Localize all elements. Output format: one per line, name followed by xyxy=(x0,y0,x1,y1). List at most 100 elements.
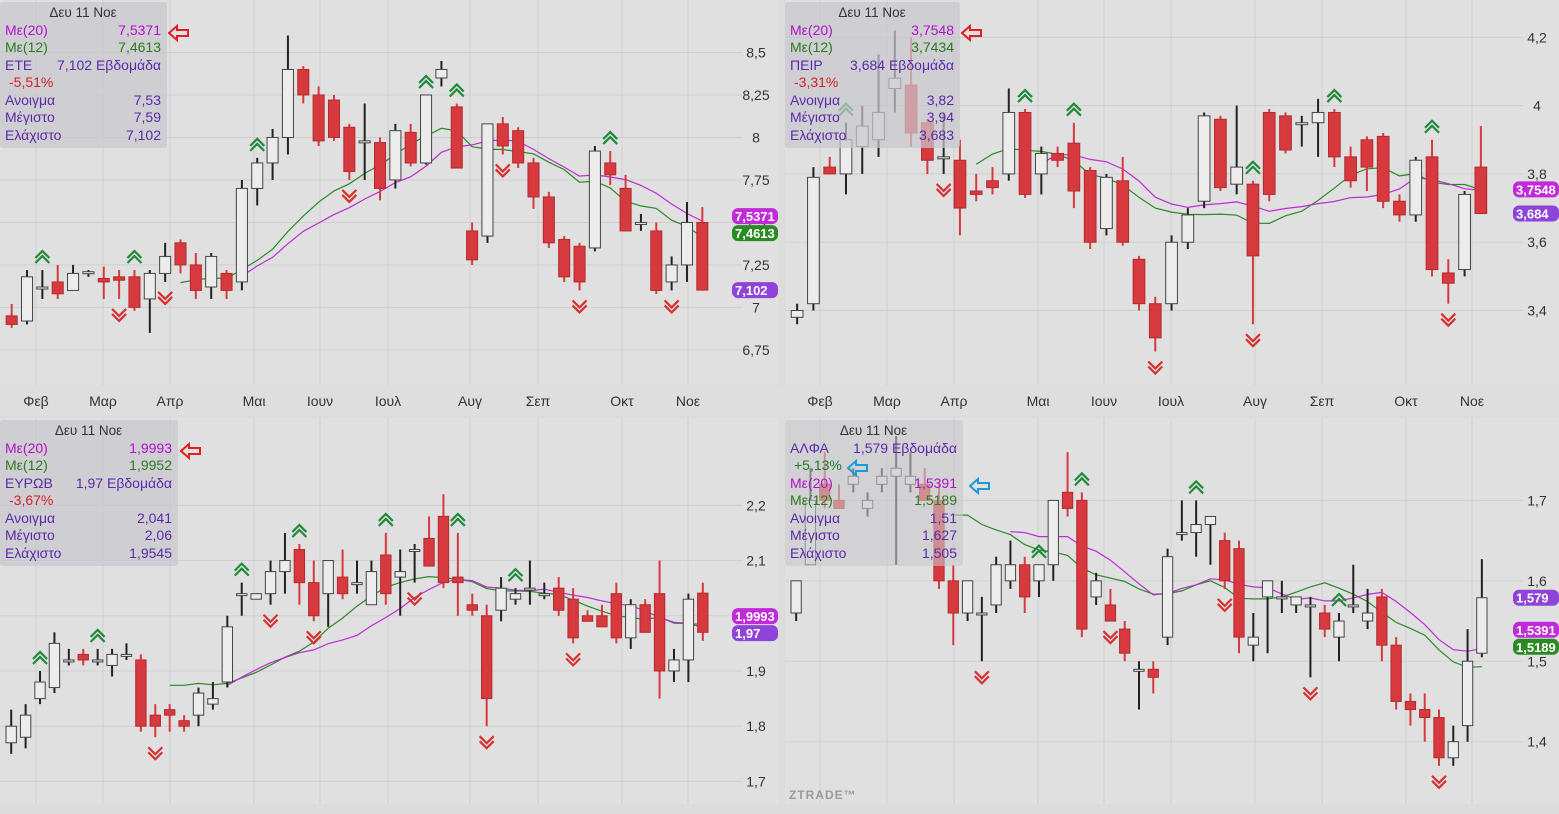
candle xyxy=(1441,259,1455,304)
signal-up-icon xyxy=(249,137,266,152)
candle-body xyxy=(466,230,479,261)
price-tag-bg xyxy=(1513,638,1559,655)
candle-body xyxy=(77,653,89,661)
candle xyxy=(961,580,974,622)
candle-body xyxy=(404,131,417,164)
x-tick-label: Απρ xyxy=(940,393,968,409)
signal-up-icon xyxy=(1424,119,1440,134)
candle xyxy=(1051,146,1064,168)
candle-body xyxy=(135,659,147,727)
info-date: Δευ 11 Νοε xyxy=(839,423,908,438)
candle-body xyxy=(961,580,974,614)
price-tag-label: 1,97 xyxy=(735,626,760,641)
candle xyxy=(1347,564,1359,613)
candle-body xyxy=(542,196,555,244)
candle xyxy=(610,582,623,644)
y-tick-label: 7,25 xyxy=(742,257,769,273)
high-value: 3,94 xyxy=(926,109,954,125)
signal-down-icon xyxy=(111,308,127,323)
low-value: 1,505 xyxy=(921,544,957,561)
open-label: Ανοιγμα xyxy=(5,509,56,526)
signal-up-icon xyxy=(1245,160,1261,175)
y-tick-label: 6,75 xyxy=(742,342,769,358)
candle xyxy=(205,253,218,299)
x-tick-label: Αυγ xyxy=(458,393,482,409)
chart-panel-peir[interactable]: 4,2 4 3,8 3,6 3,4 3,7548 3,684 Δευ 11 Νοε Με(2… xyxy=(785,0,1559,385)
candle xyxy=(696,207,709,291)
ma12-label: Με(12) xyxy=(790,39,833,55)
y-tick-label: 1,5 xyxy=(1527,653,1547,669)
candle xyxy=(281,35,294,155)
candle xyxy=(279,532,291,594)
candle xyxy=(1083,167,1097,250)
chart-panel-ete[interactable]: 8,58,2587,757,57,2576,757,53717,46137,10… xyxy=(0,0,778,385)
candle xyxy=(542,191,555,248)
price-value: 7,102 Εβδομάδα xyxy=(57,56,161,73)
price-tag-bg xyxy=(1513,205,1559,222)
x-tick-label: Ιουν xyxy=(306,393,334,409)
candle xyxy=(251,157,264,206)
candle-body xyxy=(990,564,1002,606)
candle xyxy=(1419,693,1431,742)
y-tick-label: 3,6 xyxy=(1527,234,1547,250)
candle-body xyxy=(976,612,988,616)
candle-body xyxy=(373,142,387,189)
ma12-value: 1,5189 xyxy=(914,492,957,508)
x-tick-label: Σεπ xyxy=(525,393,551,409)
candle-body xyxy=(596,615,608,628)
ma20-label: Με(20) xyxy=(790,21,833,38)
ma20-value: 1,9993 xyxy=(129,439,172,456)
candle xyxy=(297,66,310,104)
candle-body xyxy=(113,276,126,281)
chart-panel-alfa[interactable]: 1,7 1,6 1,5 1,4 1,579 1,5391 1,5189 Δευ 11 Νοε… xyxy=(785,418,1559,804)
signal-down-icon xyxy=(157,291,173,306)
candle xyxy=(496,117,509,155)
candle-body xyxy=(1376,135,1390,202)
price-tag-label: 7,4613 xyxy=(735,226,775,241)
signal-up-icon xyxy=(34,249,51,264)
ma12-label: Με(12) xyxy=(5,457,48,473)
candle-body xyxy=(653,593,666,672)
candle xyxy=(823,156,837,175)
candle-body xyxy=(1051,152,1064,161)
candle xyxy=(1233,540,1245,654)
candle xyxy=(77,648,89,666)
candle xyxy=(5,304,18,328)
candle-body xyxy=(1133,668,1145,672)
candle xyxy=(435,60,448,87)
candle xyxy=(236,582,248,616)
candle-body xyxy=(953,159,967,209)
candle-body xyxy=(1441,272,1455,284)
candle xyxy=(1116,156,1130,246)
candle xyxy=(1327,109,1341,168)
candle xyxy=(790,580,802,622)
candle xyxy=(588,145,601,252)
x-tick-label: Οκτ xyxy=(1394,393,1418,409)
y-tick-label: 7,75 xyxy=(742,172,769,188)
candle-body xyxy=(1409,159,1423,216)
candle xyxy=(322,560,334,627)
candle xyxy=(1262,109,1276,202)
price-value: 1,579 Εβδομάδα xyxy=(853,439,957,456)
low-value: 1,9545 xyxy=(129,544,172,561)
candle-body xyxy=(634,221,647,225)
candle xyxy=(327,94,341,141)
change-value: -3,67% xyxy=(9,492,54,508)
candle xyxy=(250,593,262,600)
candle xyxy=(1311,98,1325,157)
candle-body xyxy=(308,582,320,617)
low-label: Ελάχιστο xyxy=(790,544,847,561)
price-tag: 1,97 xyxy=(732,625,778,642)
candle xyxy=(1197,112,1211,209)
candle xyxy=(1104,588,1117,622)
red-arrow-left-icon xyxy=(168,24,189,42)
x-axis: Φεβ Μαρ Απρ Μαι Ιουν Ιουλ Αυγ Σεπ Οκτ Νοε Φεβ Μαρ Α… xyxy=(0,386,1559,416)
low-label: Ελάχιστο xyxy=(5,126,62,143)
signal-up-icon xyxy=(1017,88,1033,103)
info-box: Δευ 11 Νοε Με(20) 3,7548 Με(12) 3,7434 ΠΕΙ… xyxy=(785,2,960,148)
candle-body xyxy=(358,140,371,144)
candle-body xyxy=(937,156,951,160)
candle-body xyxy=(1425,156,1439,271)
candle xyxy=(1219,532,1231,589)
